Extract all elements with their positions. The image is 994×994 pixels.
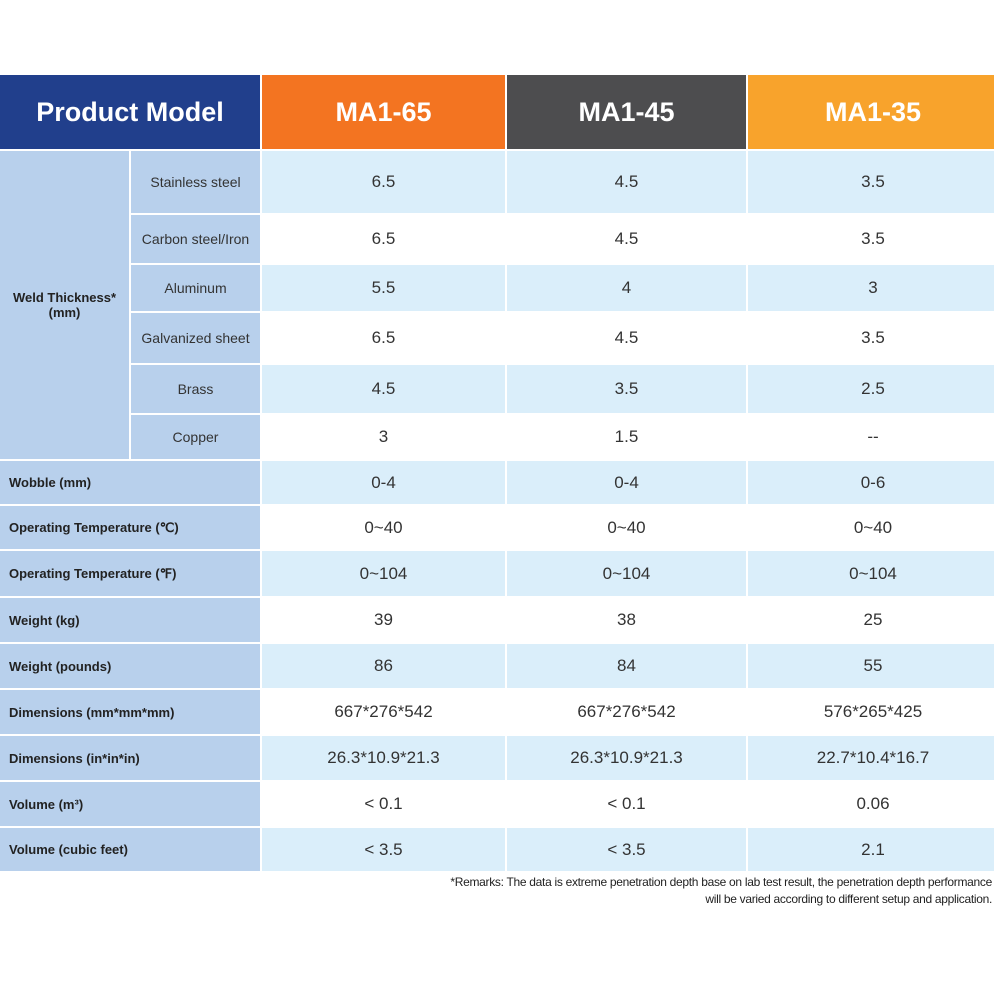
cell-value: 2.1	[748, 828, 994, 871]
header-row: Product Model MA1-65 MA1-45 MA1-35	[0, 75, 994, 149]
cell-value: 86	[262, 644, 505, 688]
cell-value: 39	[262, 598, 505, 642]
model-header: MA1-45	[507, 75, 746, 149]
material-label: Galvanized sheet	[131, 313, 260, 363]
cell-value: 0~40	[507, 506, 746, 549]
cell-value: 26.3*10.9*21.3	[507, 736, 746, 780]
cell-value: 3.5	[748, 313, 994, 363]
cell-value: 6.5	[262, 313, 505, 363]
cell-value: 667*276*542	[507, 690, 746, 734]
spec-label: Weight (pounds)	[0, 644, 260, 688]
model-header: MA1-35	[748, 75, 994, 149]
cell-value: 38	[507, 598, 746, 642]
remark-line: will be varied according to different se…	[705, 892, 992, 906]
spec-label: Operating Temperature (℉)	[0, 551, 260, 596]
cell-value: 26.3*10.9*21.3	[262, 736, 505, 780]
cell-value: 22.7*10.4*16.7	[748, 736, 994, 780]
cell-value: 0~104	[748, 551, 994, 596]
table-row: Operating Temperature (℉) 0~104 0~104 0~104	[0, 551, 994, 596]
cell-value: 2.5	[748, 365, 994, 413]
table-row: Copper 3 1.5 --	[0, 415, 994, 459]
spec-label: Volume (m³)	[0, 782, 260, 826]
cell-value: 0.06	[748, 782, 994, 826]
material-label: Carbon steel/Iron	[131, 215, 260, 263]
table-row: Galvanized sheet 6.5 4.5 3.5	[0, 313, 994, 363]
material-label: Stainless steel	[131, 151, 260, 213]
cell-value: 55	[748, 644, 994, 688]
spec-label: Dimensions (mm*mm*mm)	[0, 690, 260, 734]
cell-value: 5.5	[262, 265, 505, 311]
cell-value: 0-4	[262, 461, 505, 504]
cell-value: < 3.5	[262, 828, 505, 871]
spec-label: Dimensions (in*in*in)	[0, 736, 260, 780]
cell-value: 4.5	[507, 151, 746, 213]
table-row: Volume (m³) < 0.1 < 0.1 0.06	[0, 782, 994, 826]
cell-value: 25	[748, 598, 994, 642]
cell-value: 0~40	[748, 506, 994, 549]
spec-label: Operating Temperature (℃)	[0, 506, 260, 549]
table-row: Weld Thickness* (mm) Stainless steel 6.5 4.…	[0, 151, 994, 459]
spec-label: Weight (kg)	[0, 598, 260, 642]
table-row: Wobble (mm) 0-4 0-4 0-6	[0, 461, 994, 504]
cell-value: 4.5	[262, 365, 505, 413]
cell-value: 6.5	[262, 151, 505, 213]
cell-value: 0~104	[262, 551, 505, 596]
cell-value: 3	[748, 265, 994, 311]
remark-line: *Remarks: The data is extreme penetratio…	[450, 875, 992, 889]
table-row: Weight (pounds) 86 84 55	[0, 644, 994, 688]
model-header: MA1-65	[262, 75, 505, 149]
cell-value: 3.5	[748, 151, 994, 213]
table-row: Aluminum 5.5 4 3	[0, 265, 994, 311]
table-row: Dimensions (mm*mm*mm) 667*276*542 667*276*…	[0, 690, 994, 734]
table-row: Carbon steel/Iron 6.5 4.5 3.5	[0, 215, 994, 263]
cell-value: 0-6	[748, 461, 994, 504]
spec-label: Wobble (mm)	[0, 461, 260, 504]
cell-value: 3.5	[507, 365, 746, 413]
material-label: Brass	[131, 365, 260, 413]
cell-value: < 0.1	[507, 782, 746, 826]
material-label: Aluminum	[131, 265, 260, 311]
cell-value: 576*265*425	[748, 690, 994, 734]
cell-value: 4	[507, 265, 746, 311]
table-row: Dimensions (in*in*in) 26.3*10.9*21.3 26.3*…	[0, 736, 994, 780]
cell-value: 6.5	[262, 215, 505, 263]
cell-value: 4.5	[507, 313, 746, 363]
product-model-header: Product Model	[0, 75, 260, 149]
table-row: Weight (kg) 39 38 25	[0, 598, 994, 642]
cell-value: < 3.5	[507, 828, 746, 871]
table-row: Operating Temperature (℃) 0~40 0~40 0~40	[0, 506, 994, 549]
spec-label: Volume (cubic feet)	[0, 828, 260, 871]
cell-value: 84	[507, 644, 746, 688]
cell-value: 4.5	[507, 215, 746, 263]
cell-value: 0-4	[507, 461, 746, 504]
cell-value: --	[748, 415, 994, 459]
cell-value: 1.5	[507, 415, 746, 459]
cell-value: 3	[262, 415, 505, 459]
table-row: Volume (cubic feet) < 3.5 < 3.5 2.1	[0, 828, 994, 871]
material-label: Copper	[131, 415, 260, 459]
table-row: Brass 4.5 3.5 2.5	[0, 365, 994, 413]
spec-table: Product Model MA1-65 MA1-45 MA1-35 Weld …	[0, 73, 994, 873]
cell-value: 0~40	[262, 506, 505, 549]
cell-value: 3.5	[748, 215, 994, 263]
cell-value: < 0.1	[262, 782, 505, 826]
remarks: *Remarks: The data is extreme penetratio…	[450, 874, 992, 908]
cell-value: 667*276*542	[262, 690, 505, 734]
weld-thickness-label: Weld Thickness* (mm)	[0, 151, 129, 459]
cell-value: 0~104	[507, 551, 746, 596]
